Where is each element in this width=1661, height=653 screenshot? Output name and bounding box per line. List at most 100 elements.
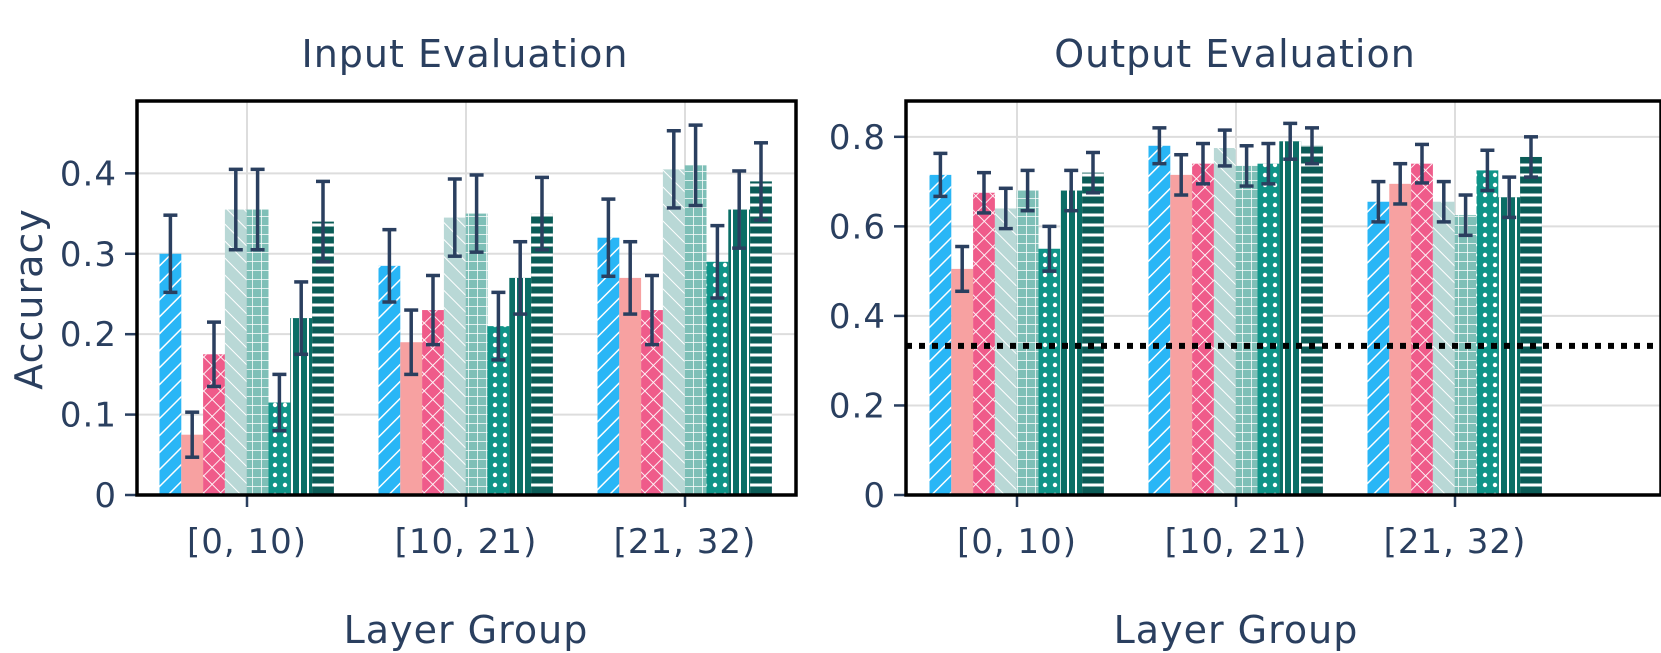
error-bar: [491, 290, 506, 362]
error-bar: [645, 273, 659, 347]
y-tick-label: 0.4: [829, 297, 886, 337]
error-bar: [1371, 179, 1386, 224]
x-tick-label: [21, 32): [1384, 522, 1527, 562]
y-tick-label: 0: [863, 476, 886, 516]
bar: [159, 253, 182, 495]
error-bar: [513, 239, 528, 316]
x-tick-label: [21, 32): [614, 522, 757, 562]
error-bar: [535, 175, 549, 252]
error-bar: [1086, 150, 1100, 195]
bar: [1213, 148, 1236, 496]
error-bar: [272, 372, 287, 433]
error-bar: [710, 223, 725, 300]
bar: [1257, 163, 1280, 495]
plot-frame: [904, 99, 1661, 497]
bar: [465, 213, 488, 496]
error-bar: [1393, 161, 1408, 206]
bar: [662, 169, 685, 496]
bar: [641, 310, 663, 495]
y-tick-label: 0.6: [829, 207, 886, 247]
error-bar: [1502, 175, 1517, 220]
error-bar: [294, 280, 309, 357]
error-bar: [1196, 141, 1210, 186]
bar: [268, 402, 291, 495]
bar: [400, 342, 423, 495]
error-bar: [1524, 135, 1538, 179]
x-tick-label: [0, 10): [957, 522, 1077, 562]
bar: [929, 174, 952, 495]
error-bar: [666, 129, 681, 210]
bar: [951, 268, 974, 495]
error-bar: [955, 244, 970, 294]
error-bar: [228, 167, 243, 252]
error-bar: [185, 410, 200, 459]
bar: [509, 277, 532, 495]
error-bar: [207, 320, 221, 389]
bar: [1279, 141, 1302, 495]
bar: [224, 209, 247, 495]
bar: [1192, 163, 1214, 495]
error-bar: [732, 169, 747, 250]
error-bar: [1415, 142, 1429, 185]
bar: [290, 318, 313, 495]
error-bar: [1283, 121, 1298, 161]
error-bar: [623, 239, 638, 316]
bar: [312, 221, 334, 495]
bar: [1082, 172, 1104, 496]
chart-title: Input Evaluation: [302, 32, 629, 76]
bar: [1170, 174, 1193, 495]
error-bar: [382, 227, 397, 304]
error-bar: [1305, 126, 1319, 166]
bar: [994, 208, 1017, 496]
x-axis-label: Layer Group: [1114, 608, 1359, 652]
error-bar: [1239, 144, 1254, 188]
error-bar: [977, 170, 991, 215]
bar: [487, 326, 510, 495]
error-bar: [998, 186, 1013, 231]
error-bar: [250, 167, 265, 252]
error-bar: [1458, 193, 1473, 238]
x-axis-label: Layer Group: [344, 608, 589, 652]
bar: [1301, 145, 1323, 496]
error-bar: [1436, 179, 1451, 224]
error-bar: [426, 273, 440, 347]
bar: [443, 217, 466, 495]
bar: [1235, 165, 1258, 495]
error-bar: [1064, 168, 1079, 213]
bar: [1016, 190, 1039, 495]
input-evaluation-chart: Input Evaluation Accuracy Layer Group 0 0…: [7, 32, 798, 652]
error-bar: [933, 151, 948, 199]
y-axis-label: Accuracy: [7, 208, 51, 390]
bar: [1148, 145, 1171, 496]
error-bar: [447, 177, 462, 258]
output-evaluation-chart: Output Evaluation Layer Group 0 0.2 0.4 0.6…: [829, 32, 1661, 652]
error-bar: [1174, 152, 1189, 197]
error-bar: [404, 308, 419, 377]
error-bar: [1020, 168, 1035, 213]
chart-title: Output Evaluation: [1054, 32, 1416, 76]
bar: [246, 209, 269, 495]
bar: [378, 265, 401, 495]
error-bar: [316, 179, 330, 264]
bar: [1520, 156, 1542, 495]
x-tick-label: [10, 21): [395, 522, 538, 562]
y-tick-label: 0: [94, 476, 117, 516]
bar: [181, 434, 204, 495]
error-bar: [601, 197, 616, 279]
bar: [1060, 190, 1083, 495]
x-tick-label: [10, 21): [1165, 522, 1308, 562]
x-tick-label: [0, 10): [187, 522, 307, 562]
error-bar: [688, 123, 703, 208]
plot-frame: [135, 99, 798, 497]
bar: [597, 237, 620, 495]
bar: [1411, 163, 1433, 495]
y-tick-label: 0.2: [60, 315, 117, 355]
bar: [1454, 215, 1477, 495]
bar: [203, 354, 225, 495]
bar: [422, 310, 444, 495]
y-tick-label: 0.4: [60, 154, 117, 194]
bar: [706, 261, 729, 495]
bar: [619, 277, 642, 495]
error-bar: [1152, 126, 1167, 166]
